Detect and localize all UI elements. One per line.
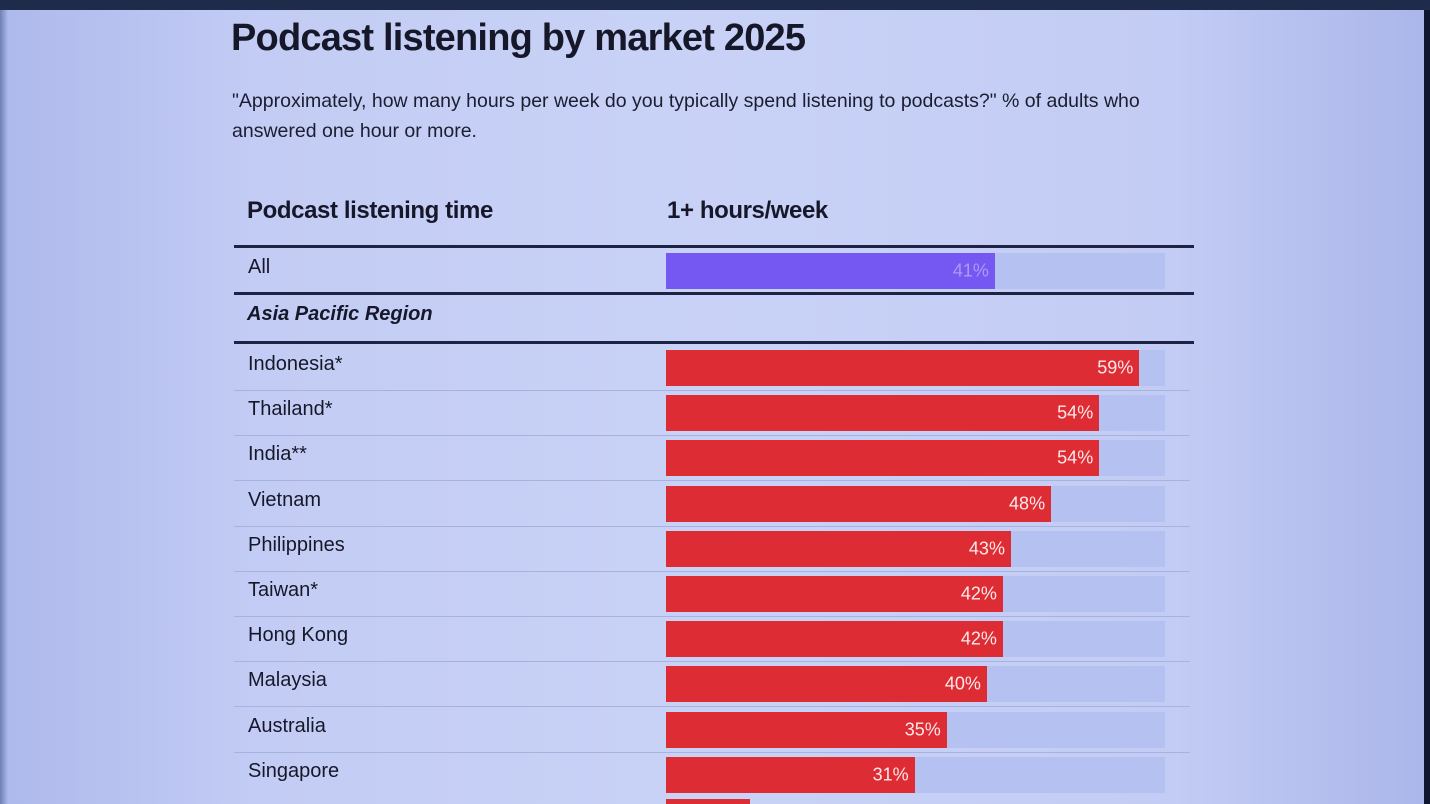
market-bar-track: 54% <box>666 440 1165 477</box>
market-label: Malaysia <box>248 669 327 692</box>
market-bar: 59% <box>666 350 1140 386</box>
row-divider <box>234 661 1190 663</box>
market-bar-track: 40% <box>666 666 1165 703</box>
market-bar-track: 42% <box>666 621 1165 658</box>
chart-subtitle: "Approximately, how many hours per week … <box>232 90 1140 142</box>
market-label: India** <box>248 443 307 466</box>
column-header-market: Podcast listening time <box>247 197 493 224</box>
market-label: Thailand* <box>248 398 333 421</box>
region-heading: Asia Pacific Region <box>247 303 433 325</box>
market-label: Hong Kong <box>248 624 349 647</box>
row-divider <box>234 525 1190 527</box>
row-divider <box>234 480 1190 482</box>
screen-bezel-right <box>1424 10 1430 804</box>
market-bar-value-label: 54% <box>1057 447 1094 468</box>
overall-bar-track: 41% <box>666 253 1165 289</box>
market-bar: 54% <box>666 440 1100 477</box>
market-bar-value-label: 54% <box>1057 402 1094 423</box>
market-bar: 43% <box>666 530 1011 567</box>
market-label: Australia <box>248 714 326 737</box>
column-header-value: 1+ hours/week <box>667 197 828 224</box>
market-bar-track: 31% <box>666 756 1165 793</box>
row-divider <box>234 570 1190 572</box>
overall-bar-value-label: 41% <box>952 260 989 281</box>
market-bar-value-label: 48% <box>1009 493 1046 514</box>
next-bar-partial <box>666 799 750 804</box>
market-bar: 48% <box>666 485 1052 522</box>
market-bar-track: 48% <box>666 485 1165 522</box>
market-label: Philippines <box>248 533 345 556</box>
market-bar-track: 54% <box>666 395 1165 432</box>
market-label: Singapore <box>248 759 340 782</box>
row-divider <box>234 435 1190 437</box>
market-bar: 42% <box>666 621 1003 658</box>
market-bar-value-label: 40% <box>944 673 981 694</box>
header-rule <box>234 245 1194 248</box>
market-bar-value-label: 42% <box>960 583 997 604</box>
market-label: Vietnam <box>248 488 322 511</box>
market-bar-value-label: 31% <box>872 764 909 785</box>
overall-bar: 41% <box>666 253 995 289</box>
chart-title: Podcast listening by market 2025 <box>231 17 806 59</box>
overall-rule <box>234 292 1194 295</box>
row-divider <box>234 706 1190 708</box>
market-bar-track: 35% <box>666 711 1165 748</box>
screen-bezel-left <box>0 10 8 804</box>
market-bar-value-label: 35% <box>904 719 941 740</box>
market-bar: 35% <box>666 711 947 748</box>
row-divider <box>234 390 1190 391</box>
market-bar: 40% <box>666 666 987 703</box>
market-bar: 42% <box>666 576 1003 612</box>
market-label: Indonesia* <box>248 353 343 375</box>
market-bar-value-label: 59% <box>1097 357 1134 378</box>
market-label: Taiwan* <box>248 579 319 601</box>
row-divider <box>234 616 1190 617</box>
market-bar-value-label: 43% <box>968 538 1005 559</box>
market-bar-track: 43% <box>666 530 1165 567</box>
row-divider <box>234 751 1190 753</box>
region-rule <box>234 341 1194 344</box>
market-bar-value-label: 42% <box>960 628 997 649</box>
market-bar-track: 59% <box>666 350 1165 386</box>
market-bar-track: 42% <box>666 576 1165 612</box>
market-bar: 54% <box>666 395 1100 432</box>
market-bar: 31% <box>666 756 915 793</box>
overall-row-label: All <box>248 256 271 278</box>
